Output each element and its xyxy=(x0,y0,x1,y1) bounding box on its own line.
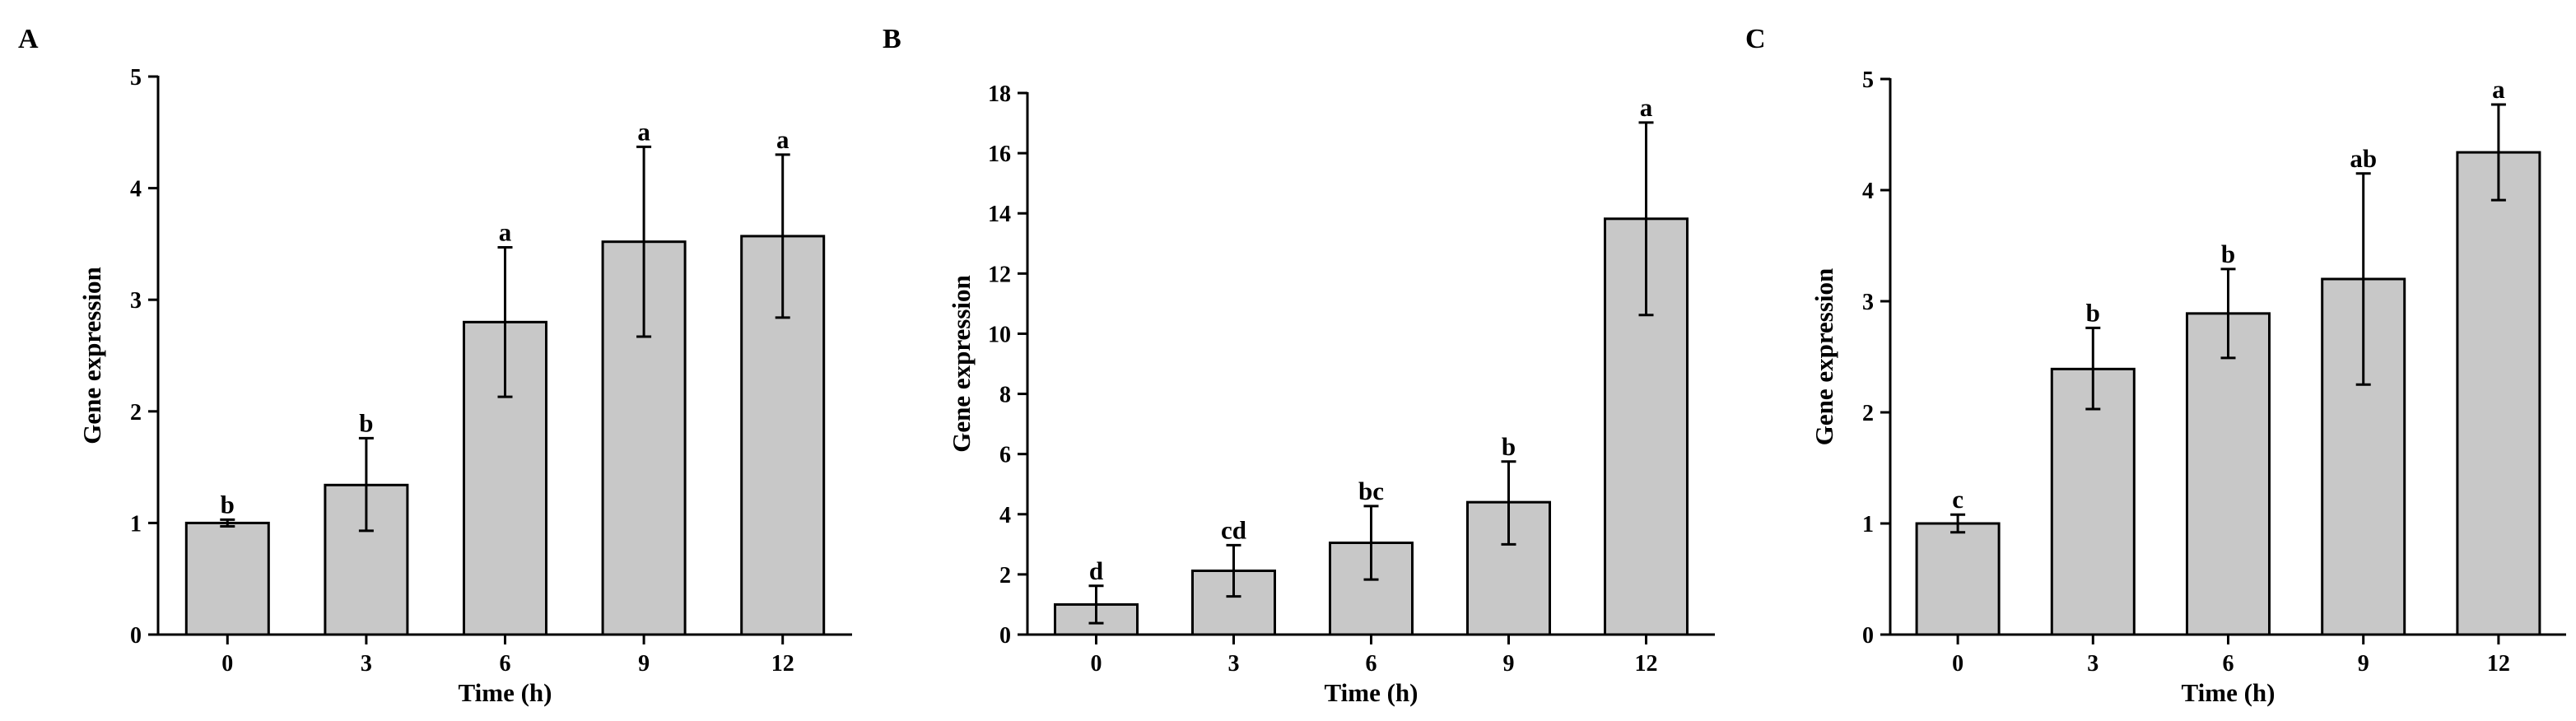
bar xyxy=(1915,522,2001,636)
y-tick-label: 0 xyxy=(999,623,1011,649)
significance-letter: d xyxy=(1089,556,1103,585)
x-axis-title: Time (h) xyxy=(459,678,552,707)
y-tick-label: 3 xyxy=(130,288,142,314)
y-tick-label: 1 xyxy=(130,511,142,537)
y-tick-label: 14 xyxy=(988,202,1011,227)
bar xyxy=(2186,312,2271,636)
y-tick-label: 5 xyxy=(130,65,142,91)
y-tick-label: 6 xyxy=(999,443,1011,468)
x-tick-label: 9 xyxy=(2358,651,2369,677)
x-tick-label: 6 xyxy=(2223,651,2234,677)
x-tick-label: 0 xyxy=(1952,651,1963,677)
x-tick-label: 6 xyxy=(500,651,511,677)
y-tick-label: 4 xyxy=(999,503,1011,528)
y-tick-label: 3 xyxy=(1862,290,1874,315)
significance-letter: b xyxy=(2086,298,2100,327)
x-tick-label: 9 xyxy=(638,651,650,677)
y-tick-label: 2 xyxy=(1862,401,1874,426)
y-tick-label: 10 xyxy=(988,322,1011,347)
y-tick-label: 2 xyxy=(130,400,142,426)
significance-letter: a xyxy=(776,125,790,154)
x-tick-label: 12 xyxy=(771,651,794,677)
y-tick-label: 5 xyxy=(1862,67,1874,93)
chart-panel-b: B 0 2 4 6 8 10 12 14 16 18 Gene expression 0 d 3 cd 6 bc 9… xyxy=(883,24,1715,707)
bar xyxy=(184,521,270,636)
significance-letter: b xyxy=(2221,240,2235,268)
x-tick-label: 6 xyxy=(1366,651,1377,677)
significance-letter: a xyxy=(637,117,650,146)
x-tick-label: 12 xyxy=(2487,651,2510,677)
y-tick-label: 0 xyxy=(130,623,142,649)
x-tick-label: 9 xyxy=(1503,651,1515,677)
x-tick-label: 3 xyxy=(2087,651,2099,677)
y-tick-label: 8 xyxy=(999,383,1011,408)
y-axis-title: Gene expression xyxy=(77,267,106,444)
significance-letter: c xyxy=(1952,485,1963,514)
y-tick-label: 18 xyxy=(988,81,1011,107)
panel-label: C xyxy=(1745,24,1766,54)
x-axis-title: Time (h) xyxy=(2182,678,2276,707)
significance-letter: a xyxy=(2492,75,2505,104)
y-tick-label: 16 xyxy=(988,142,1011,167)
y-tick-label: 0 xyxy=(1862,623,1874,649)
x-tick-label: 0 xyxy=(1091,651,1102,677)
panel-label: B xyxy=(883,24,901,54)
x-tick-label: 0 xyxy=(221,651,233,677)
significance-letter: b xyxy=(221,490,235,519)
x-axis-title: Time (h) xyxy=(1325,678,1418,707)
significance-letter: b xyxy=(1502,432,1516,461)
significance-letter: b xyxy=(359,408,373,437)
significance-letter: ab xyxy=(2350,144,2377,173)
y-tick-label: 4 xyxy=(130,177,142,202)
x-tick-label: 3 xyxy=(1228,651,1240,677)
x-tick-label: 12 xyxy=(1635,651,1658,677)
panel-label: A xyxy=(18,24,39,54)
y-tick-label: 1 xyxy=(1862,512,1874,537)
significance-letter: a xyxy=(499,217,512,246)
y-tick-label: 12 xyxy=(988,262,1011,287)
significance-letter: cd xyxy=(1221,515,1246,544)
significance-letter: a xyxy=(1640,93,1653,122)
bar xyxy=(2050,367,2136,636)
x-tick-label: 3 xyxy=(361,651,372,677)
bar xyxy=(324,483,409,636)
y-axis-title: Gene expression xyxy=(1810,268,1838,446)
significance-letter: bc xyxy=(1358,477,1384,505)
y-tick-label: 2 xyxy=(999,563,1011,588)
y-axis-title: Gene expression xyxy=(947,275,976,453)
bar xyxy=(2456,151,2541,636)
y-tick-label: 4 xyxy=(1862,179,1874,204)
